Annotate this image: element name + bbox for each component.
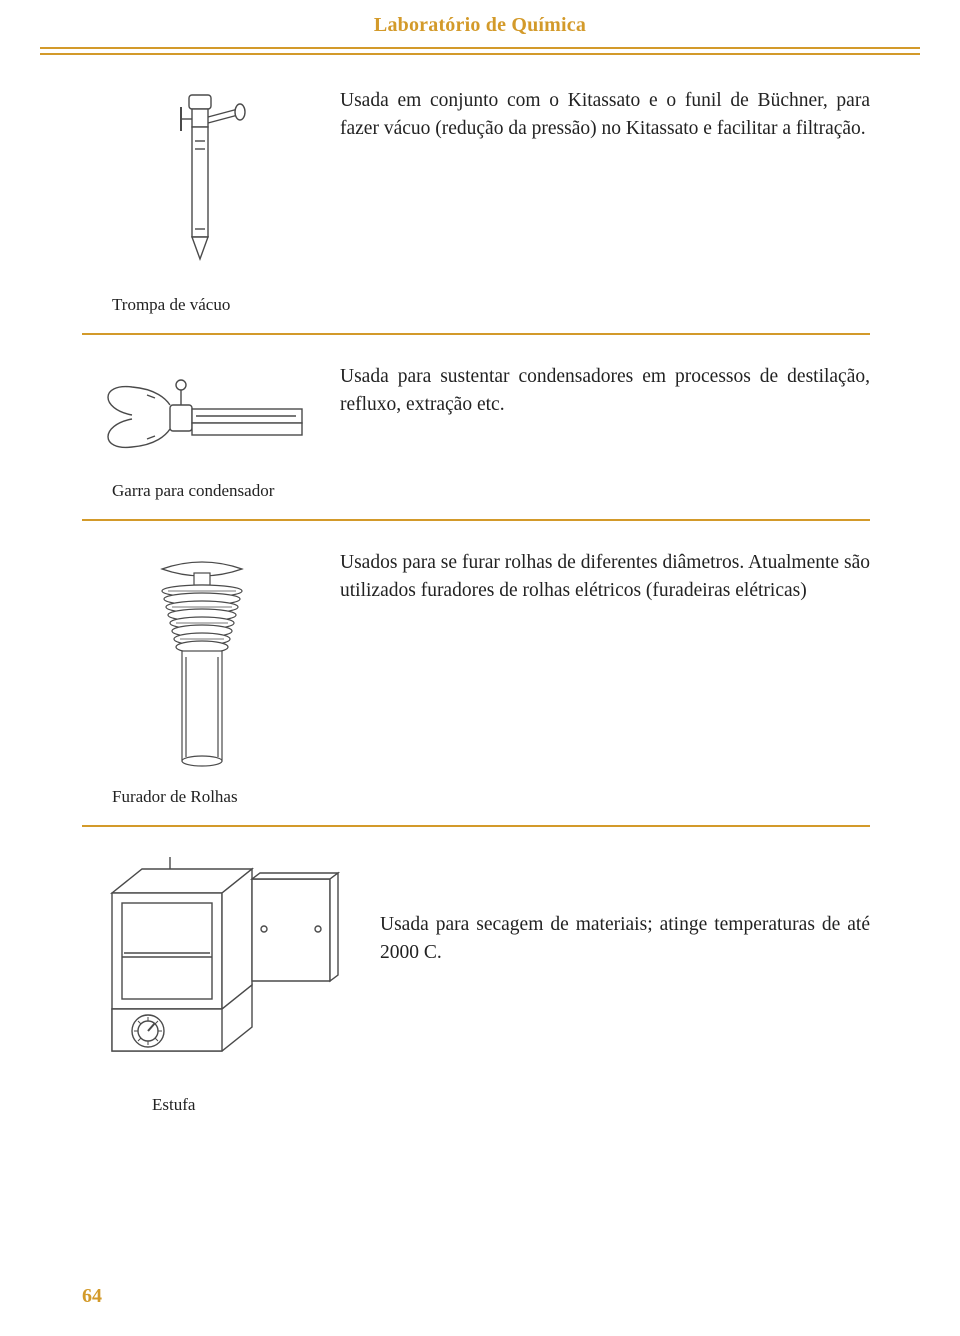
caption-row-estufa: Estufa xyxy=(82,1095,870,1115)
estufa-icon xyxy=(92,857,352,1077)
description-furador: Usados para se furar rolhas de diferente… xyxy=(322,545,870,606)
caption-row-garra: Garra para condensador xyxy=(82,481,870,501)
header-rule-1 xyxy=(40,47,920,49)
caption-estufa: Estufa xyxy=(152,1095,870,1115)
page: Laboratório de Química xyxy=(0,0,960,1336)
caption-trompa: Trompa de vácuo xyxy=(112,295,870,315)
item-row-estufa: Usada para secagem de materiais; atinge … xyxy=(82,851,870,1077)
figure-cell-estufa xyxy=(82,851,362,1077)
furador-icon xyxy=(132,551,272,781)
figure-cell-garra xyxy=(82,359,322,475)
description-trompa: Usada em conjunto com o Kitassato e o fu… xyxy=(322,83,870,144)
figure-estufa xyxy=(92,857,352,1077)
caption-furador: Furador de Rolhas xyxy=(112,787,870,807)
figure-garra-para-condensador xyxy=(92,365,312,475)
page-header: Laboratório de Química xyxy=(0,0,960,55)
caption-row-trompa: Trompa de vácuo xyxy=(82,295,870,315)
page-title: Laboratório de Química xyxy=(0,14,960,37)
caption-row-furador: Furador de Rolhas xyxy=(82,787,870,807)
separator-2 xyxy=(82,519,870,521)
page-number: 64 xyxy=(82,1285,102,1308)
separator-1 xyxy=(82,333,870,335)
item-row-garra: Usada para sustentar condensadores em pr… xyxy=(82,359,870,475)
header-rules xyxy=(0,47,960,55)
content-area: Usada em conjunto com o Kitassato e o fu… xyxy=(0,59,960,1115)
item-row-trompa: Usada em conjunto com o Kitassato e o fu… xyxy=(82,83,870,289)
figure-furador-de-rolhas xyxy=(132,551,272,781)
description-garra: Usada para sustentar condensadores em pr… xyxy=(322,359,870,420)
trompa-icon xyxy=(142,89,262,289)
figure-cell-furador xyxy=(82,545,322,781)
separator-3 xyxy=(82,825,870,827)
header-rule-2 xyxy=(40,53,920,55)
garra-icon xyxy=(92,365,312,475)
description-estufa: Usada para secagem de materiais; atinge … xyxy=(362,851,870,968)
figure-cell-trompa xyxy=(82,83,322,289)
figure-trompa-de-vacuo xyxy=(142,89,262,289)
item-row-furador: Usados para se furar rolhas de diferente… xyxy=(82,545,870,781)
caption-garra: Garra para condensador xyxy=(112,481,870,501)
